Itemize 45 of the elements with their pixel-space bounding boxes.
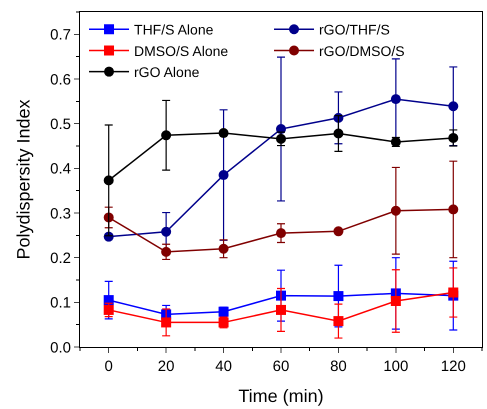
x-tick-label: 60 bbox=[272, 358, 290, 375]
point bbox=[218, 128, 229, 138]
point bbox=[448, 288, 458, 298]
point bbox=[161, 226, 172, 237]
point bbox=[276, 134, 286, 144]
point bbox=[448, 132, 458, 143]
y-tick-label: 0.3 bbox=[50, 205, 71, 222]
point bbox=[161, 317, 172, 328]
point bbox=[390, 94, 401, 104]
y-tick-label: 0.6 bbox=[50, 71, 71, 88]
point bbox=[276, 290, 286, 301]
point bbox=[333, 316, 344, 326]
y-tick-label: 0.1 bbox=[50, 294, 71, 312]
y-tick-label: 0.4 bbox=[50, 160, 71, 178]
point bbox=[333, 128, 344, 138]
legend-label: THF/S Alone bbox=[134, 22, 214, 38]
y-tick-label: 0.2 bbox=[50, 250, 71, 267]
point bbox=[448, 101, 458, 112]
x-tick-label: 20 bbox=[158, 358, 174, 375]
point bbox=[276, 304, 286, 315]
legend-label: rGO/DMSO/S bbox=[319, 42, 405, 59]
x-tick-label: 120 bbox=[440, 358, 466, 375]
x-axis-title: Time (min) bbox=[238, 386, 324, 406]
y-tick-label: 0.7 bbox=[50, 26, 71, 44]
y-tick-label: 0.0 bbox=[50, 339, 71, 356]
x-tick-label: 0 bbox=[104, 358, 113, 375]
legend-label: rGO Alone bbox=[134, 64, 200, 80]
x-tick-label: 40 bbox=[215, 358, 232, 375]
point bbox=[218, 244, 229, 254]
point bbox=[276, 228, 286, 238]
point bbox=[390, 206, 401, 216]
point bbox=[448, 204, 458, 214]
point bbox=[161, 246, 172, 257]
point bbox=[161, 130, 172, 140]
x-tick-label: 80 bbox=[330, 358, 347, 375]
x-tick-label: 100 bbox=[383, 358, 408, 375]
point bbox=[104, 175, 114, 186]
point bbox=[333, 291, 344, 302]
point bbox=[104, 304, 114, 315]
y-tick-label: 0.5 bbox=[50, 116, 71, 133]
point bbox=[390, 296, 401, 306]
point bbox=[218, 170, 229, 180]
legend-label: rGO/THF/S bbox=[319, 22, 390, 38]
y-axis-title: Polydispersity Index bbox=[13, 99, 34, 260]
legend-label: DMSO/S Alone bbox=[134, 42, 228, 59]
